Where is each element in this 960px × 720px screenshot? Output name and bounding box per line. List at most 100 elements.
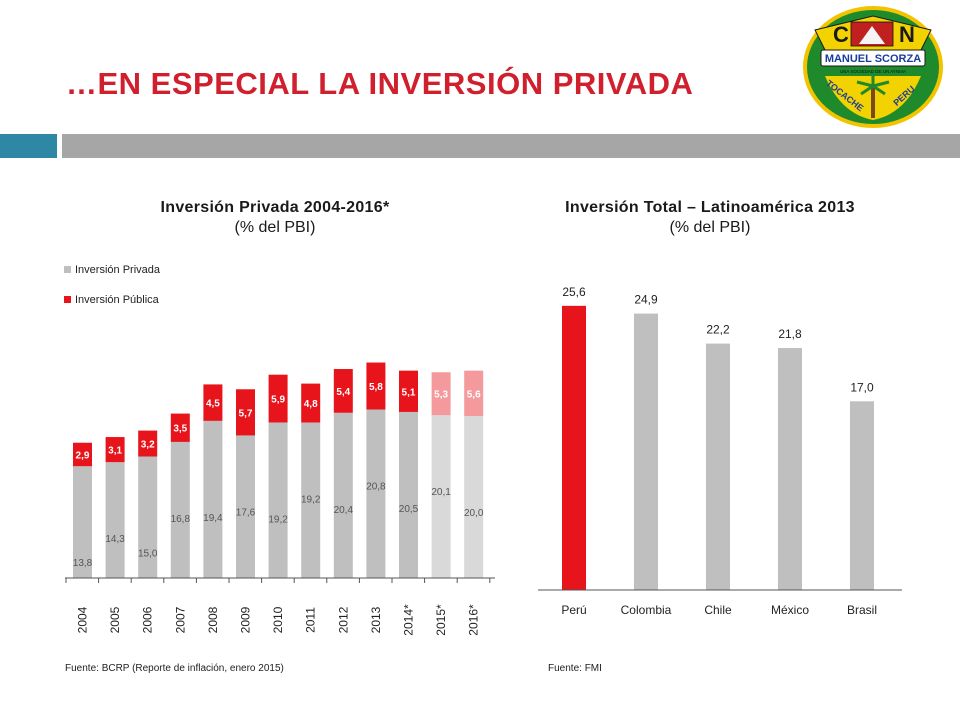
x-tick-label: Perú <box>561 603 586 617</box>
data-label-public: 2,9 <box>76 450 90 461</box>
bar-public <box>138 430 158 457</box>
left-source-note: Fuente: BCRP (Reporte de inflación, ener… <box>65 663 284 674</box>
data-label: 21,8 <box>778 327 802 341</box>
bar-private <box>333 412 353 578</box>
data-label-private: 17,6 <box>236 507 256 518</box>
data-label-public: 4,5 <box>206 399 220 410</box>
data-label-public: 5,3 <box>434 390 448 401</box>
bar-public <box>73 442 92 467</box>
data-label-private: 20,1 <box>431 487 451 498</box>
bar-public <box>399 370 418 412</box>
x-tick-label: 2012 <box>336 606 350 633</box>
data-label: 17,0 <box>850 380 874 394</box>
right-source-note: Fuente: FMI <box>548 663 602 674</box>
data-label-public: 5,7 <box>239 408 253 419</box>
bar <box>850 401 874 590</box>
x-tick-label: 2006 <box>141 606 155 633</box>
x-tick-label: 2008 <box>206 606 220 633</box>
data-label-private: 16,8 <box>171 514 191 525</box>
bar <box>778 348 802 590</box>
slide-title: …EN ESPECIAL LA INVERSIÓN PRIVADA <box>66 66 694 101</box>
legend-swatch-public <box>64 296 71 303</box>
bar-private <box>431 415 451 578</box>
x-tick-label: 2010 <box>271 606 285 633</box>
x-tick-label: 2005 <box>108 606 122 633</box>
x-tick-label: Colombia <box>621 603 672 617</box>
data-label-public: 3,5 <box>173 424 187 435</box>
header-divider-bar <box>62 134 960 158</box>
data-label: 22,2 <box>706 323 730 337</box>
data-label-public: 5,1 <box>402 387 416 398</box>
x-tick-label: 2004 <box>76 606 90 633</box>
bar-private <box>268 422 288 578</box>
data-label: 25,6 <box>562 285 586 299</box>
data-label-public: 3,1 <box>108 446 122 457</box>
data-label-private: 20,4 <box>334 505 354 516</box>
data-label: 24,9 <box>634 293 658 307</box>
x-tick-label: 2014* <box>402 604 416 636</box>
x-tick-label: 2011 <box>304 607 318 633</box>
bar-public <box>301 383 321 423</box>
x-tick-label: 2009 <box>239 606 253 633</box>
bar-public <box>333 369 353 413</box>
bar <box>562 305 586 590</box>
bar-public <box>431 372 451 416</box>
bar-private <box>203 420 223 578</box>
accent-bar <box>0 134 57 158</box>
data-label-public: 3,2 <box>141 440 155 451</box>
x-tick-label: Brasil <box>847 603 877 617</box>
x-tick-label: Chile <box>704 603 732 617</box>
bar-public <box>105 437 125 463</box>
bar-private <box>73 466 92 578</box>
bar-private <box>301 422 321 578</box>
data-label-private: 20,0 <box>464 508 484 519</box>
data-label-private: 19,4 <box>203 513 223 524</box>
x-tick-label: 2016* <box>467 604 481 636</box>
left-chart-subtitle: (% del PBI) <box>234 219 316 236</box>
logo-banner-text: MANUEL SCORZA <box>825 53 921 65</box>
data-label-private: 19,2 <box>301 494 321 505</box>
right-chart-title: Inversión Total – Latinoamérica 2013 (% … <box>520 199 900 237</box>
school-logo: C N MANUEL SCORZA UNA SOCIEDAD DE UN AYN… <box>803 6 943 128</box>
data-label-private: 15,0 <box>138 549 158 560</box>
data-label-public: 4,8 <box>304 399 318 410</box>
bar-public <box>170 413 190 442</box>
data-label-private: 19,2 <box>268 514 288 525</box>
logo-letter-n: N <box>899 22 915 47</box>
bar-public <box>236 389 255 436</box>
left-chart-title: Inversión Privada 2004-2016* (% del PBI) <box>120 199 430 237</box>
legend-label-public: Inversión Pública <box>75 294 160 306</box>
data-label-private: 20,5 <box>399 504 419 515</box>
x-tick-label: 2015* <box>434 604 448 636</box>
bar-public <box>366 362 386 410</box>
bar-private <box>399 411 418 578</box>
legend-swatch-private <box>64 266 71 273</box>
data-label-private: 13,8 <box>73 558 93 569</box>
data-label-public: 5,9 <box>271 395 285 406</box>
right-chart-title-text: Inversión Total – Latinoamérica 2013 <box>565 199 855 216</box>
data-label-public: 5,4 <box>336 387 350 398</box>
bar-private <box>105 462 125 578</box>
data-label-public: 5,8 <box>369 382 383 393</box>
x-tick-label: 2013 <box>369 606 383 633</box>
bar-private <box>170 441 190 578</box>
bar-public <box>464 370 484 416</box>
bar-public <box>203 384 223 421</box>
chart-legend: Inversión Privada Inversión Pública <box>64 264 161 306</box>
bar-private <box>236 435 255 578</box>
x-tick-label: México <box>771 603 809 617</box>
data-label-private: 14,3 <box>105 534 125 545</box>
logo-motto: UNA SOCIEDAD DE UN AYNIVA <box>840 69 906 74</box>
data-label-public: 5,6 <box>467 389 481 400</box>
legend-label-private: Inversión Privada <box>75 264 161 276</box>
x-tick-label: 2007 <box>173 606 187 633</box>
bar <box>706 343 730 590</box>
right-chart-subtitle: (% del PBI) <box>669 219 751 236</box>
bar-private <box>464 416 484 578</box>
logo-letter-c: C <box>833 22 849 47</box>
bar-public <box>268 374 288 423</box>
bar-private <box>366 409 386 578</box>
latam-investment-chart: 25,6 Perú 24,9 Colombia 22,2 Chile 21,8 México 1… <box>538 285 902 617</box>
bar-private <box>138 456 158 578</box>
bar <box>634 313 658 590</box>
